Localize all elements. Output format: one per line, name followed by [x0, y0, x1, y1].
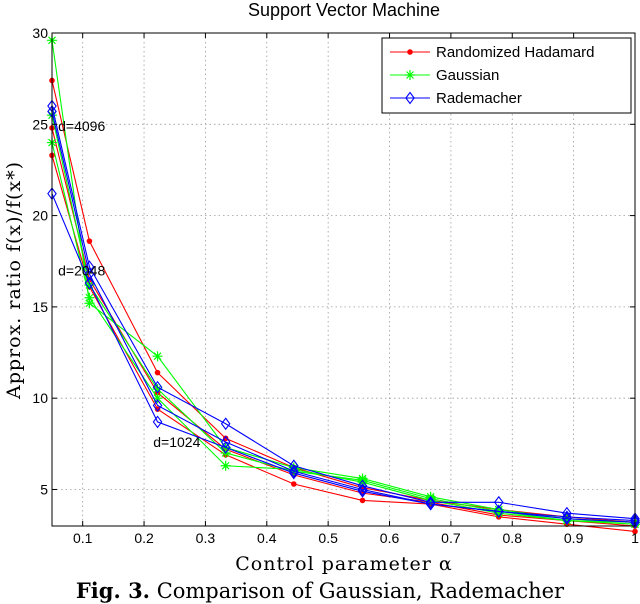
series-line	[51, 111, 636, 522]
series-line	[51, 115, 636, 525]
y-tick-label: 20	[32, 208, 48, 224]
caption-text: Comparison of Gaussian, Rademacher	[156, 579, 565, 603]
data-point	[357, 477, 368, 488]
data-point	[84, 298, 95, 309]
annotations: d=4096 d=2048 d=1024	[58, 118, 200, 450]
data-point	[288, 464, 299, 478]
series-line	[51, 193, 636, 523]
data-point	[154, 369, 161, 376]
series-rademacher	[47, 99, 640, 526]
legend-marker	[407, 49, 413, 55]
x-tick-label: 1	[631, 530, 639, 546]
data-point	[152, 351, 163, 362]
data-point	[630, 515, 640, 529]
data-point	[220, 460, 231, 471]
x-tick-label: 0.1	[73, 530, 93, 546]
y-tick-label: 10	[32, 390, 48, 406]
x-tick-label: 0.3	[196, 530, 216, 546]
x-tick-label: 0.5	[318, 530, 338, 546]
data-point	[290, 481, 297, 487]
x-tick-label: 0.9	[564, 530, 584, 546]
series-rademacher	[47, 105, 640, 527]
plot-frame	[51, 32, 636, 527]
x-tick-label: 0.4	[257, 530, 277, 546]
data-point	[357, 484, 368, 498]
caption-label: Fig. 3.	[75, 578, 150, 603]
annotation-label: d=4096	[58, 118, 105, 134]
series-line	[51, 105, 636, 520]
chart-title: Support Vector Machine	[248, 0, 440, 20]
series-randomized-hadamard	[49, 152, 638, 535]
series-randomized-hadamard	[49, 125, 638, 529]
data-point	[425, 495, 436, 509]
data-point	[493, 504, 504, 518]
series-line	[51, 127, 636, 527]
y-tick-label: 25	[32, 116, 48, 132]
x-tick-label: 0.6	[380, 530, 400, 546]
data-point	[493, 495, 504, 509]
figure-caption: Fig. 3. Comparison of Gaussian, Rademach…	[0, 578, 640, 603]
series-gaussian	[47, 137, 640, 528]
data-point	[152, 384, 163, 395]
legend-marker	[405, 70, 415, 80]
data-point	[84, 276, 95, 290]
data-point	[152, 399, 163, 412]
series-layer	[47, 35, 640, 535]
y-tick-label: 5	[40, 481, 48, 497]
data-point	[84, 292, 95, 303]
series-gaussian	[47, 110, 640, 530]
grid	[52, 33, 635, 526]
annotation-label: d=1024	[153, 434, 200, 450]
x-tick-label: 0.8	[503, 530, 523, 546]
series-line	[51, 80, 636, 523]
x-tick-label: 0.7	[441, 530, 461, 546]
legend: Randomized Hadamard Gaussian Rademacher	[381, 37, 632, 114]
series-line	[51, 142, 636, 523]
data-point	[152, 415, 163, 429]
data-point	[632, 528, 638, 535]
data-point	[84, 267, 95, 281]
data-point	[562, 510, 572, 524]
data-point	[425, 497, 436, 511]
data-point	[562, 512, 572, 526]
data-point	[152, 380, 163, 394]
data-point	[425, 495, 436, 506]
legend-marker	[405, 91, 415, 105]
annotation-label: d=2048	[58, 262, 105, 278]
data-point	[152, 393, 163, 404]
x-axis-label: Control parameter α	[235, 553, 452, 575]
data-point	[561, 515, 572, 526]
data-point	[220, 417, 231, 431]
legend-label: Gaussian	[436, 67, 499, 84]
y-tick-label: 30	[32, 25, 48, 41]
x-tick-label: 0.2	[134, 530, 154, 546]
series-randomized-hadamard	[49, 77, 638, 526]
legend-label: Rademacher	[436, 90, 522, 107]
data-point	[288, 466, 299, 480]
data-point	[359, 497, 366, 504]
data-point	[357, 483, 368, 496]
data-point	[493, 508, 504, 519]
series-rademacher	[47, 187, 640, 529]
y-tick-label: 15	[32, 299, 48, 315]
data-point	[86, 238, 93, 244]
data-point	[84, 279, 95, 290]
y-axis-label: Approx. ratio f(x)/f(x*)	[3, 161, 25, 400]
data-point	[220, 441, 231, 454]
legend-label: Randomized Hadamard	[436, 44, 594, 61]
data-point	[288, 464, 299, 475]
